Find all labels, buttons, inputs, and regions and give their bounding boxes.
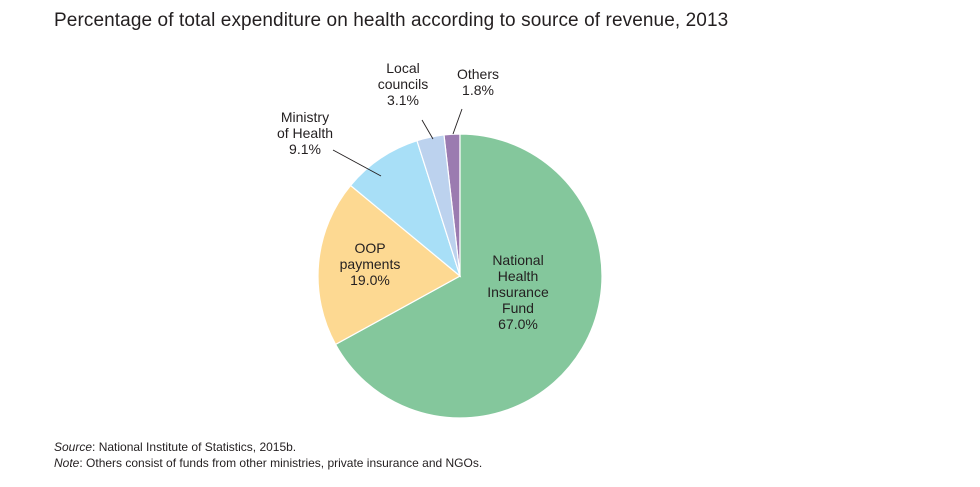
source-text: : National Institute of Statistics, 2015… [92, 440, 297, 454]
slice-label-oop: OOP payments 19.0% [340, 240, 401, 288]
slice-label-line: Insurance [487, 284, 549, 300]
slice-label-line: of Health [277, 125, 333, 141]
source-label: Source [54, 440, 93, 454]
leader-line-moh [332, 149, 382, 177]
slice-label-nhif: National Health Insurance Fund 67.0% [487, 252, 549, 332]
slice-label-line: Local [386, 60, 419, 76]
note-line: Note: Others consist of funds from other… [54, 455, 482, 471]
pie-slice-oop [317, 184, 462, 346]
leader-line-local [421, 119, 434, 140]
slice-label-line: Ministry [281, 109, 329, 125]
slice-label-line: 9.1% [289, 141, 321, 157]
slice-label-line: 3.1% [387, 92, 419, 108]
leader-line-others [452, 108, 463, 135]
slice-label-line: Health [498, 268, 538, 284]
slice-label-line: Fund [502, 300, 534, 316]
note-label: Note [54, 456, 80, 470]
pie-slice-local [416, 134, 461, 277]
slice-label-local: Local councils 3.1% [378, 60, 429, 108]
source-line: Source: National Institute of Statistics… [54, 439, 482, 455]
slice-label-line: National [492, 252, 543, 268]
slice-label-line: 1.8% [462, 82, 494, 98]
note-text: : Others consist of funds from other min… [79, 456, 483, 470]
slice-label-line: OOP [354, 240, 385, 256]
slice-label-moh: Ministry of Health 9.1% [277, 109, 333, 157]
slice-label-others: Others 1.8% [457, 66, 499, 98]
slice-label-line: Others [457, 66, 499, 82]
chart-footer: Source: National Institute of Statistics… [54, 439, 482, 471]
chart-title: Percentage of total expenditure on healt… [54, 10, 729, 31]
slice-label-line: councils [378, 76, 429, 92]
slice-label-line: payments [340, 256, 401, 272]
slice-label-line: 67.0% [498, 316, 538, 332]
pie-slice-nhif [334, 133, 603, 419]
slice-label-line: 19.0% [350, 272, 390, 288]
